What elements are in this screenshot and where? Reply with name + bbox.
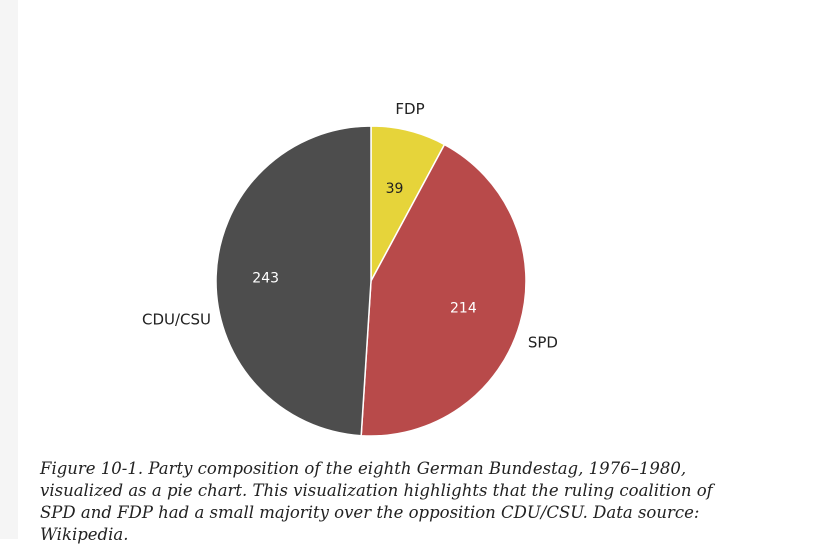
pie-name-label: SPD: [528, 334, 558, 352]
pie-slices: [215, 125, 527, 437]
figure-caption: Figure 10-1. Party composition of the ei…: [40, 459, 713, 544]
pie-value-label: 243: [252, 271, 279, 287]
pie-value-labels: 39 214 243: [252, 181, 477, 317]
pie-value-label: 214: [450, 300, 477, 316]
pie-name-label: FDP: [395, 100, 424, 118]
pie-name-label: CDU/CSU: [142, 311, 211, 329]
pie-slice-cdu-csu: [215, 125, 372, 437]
pie-chart: 39 214 243 FDP SPD CDU/CSU: [142, 100, 558, 437]
pie-value-label: 39: [386, 181, 404, 197]
pie-name-labels: FDP SPD CDU/CSU: [142, 100, 558, 351]
page-margin-strip: [0, 0, 18, 539]
pie-slice-spd: [360, 143, 527, 437]
